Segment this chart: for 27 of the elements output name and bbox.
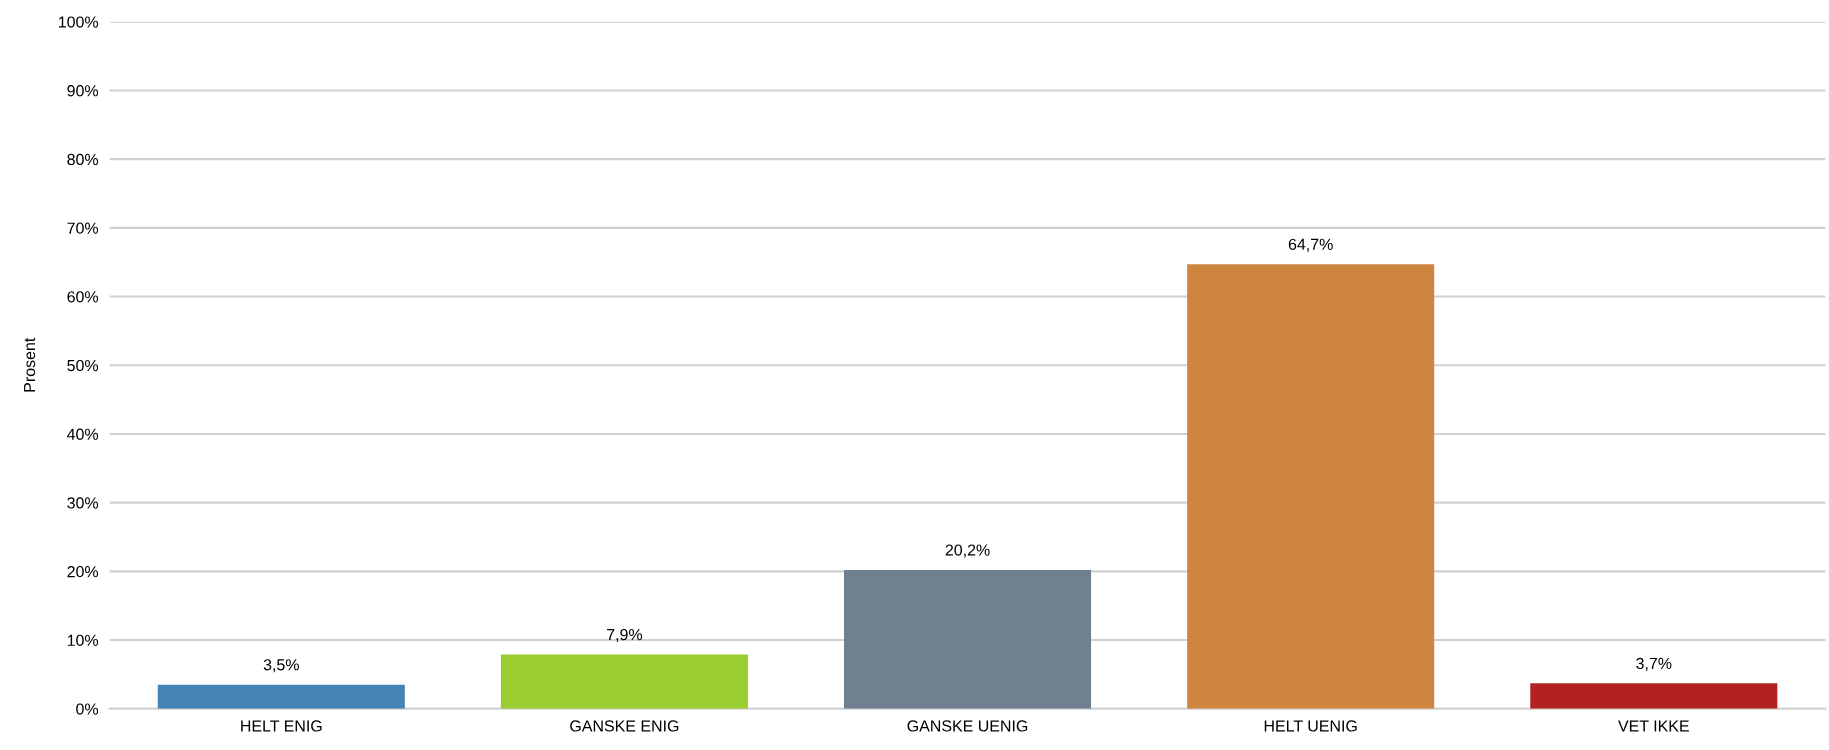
data-label: 7,9% [607,628,643,643]
x-tick-label: HELT UENIG [1264,720,1357,732]
x-tick-label: GANSKE UENIG [907,720,1028,732]
data-label: 20,2% [945,544,990,558]
bar [157,684,405,709]
y-tick-label: 20% [67,565,99,578]
x-tick-label: GANSKE ENIG [570,720,679,732]
y-tick-label: 60% [67,291,99,303]
y-tick-label: 40% [67,428,99,440]
y-axis-title: Prosent [24,337,36,392]
bar [1530,683,1778,709]
data-label: 3,5% [263,659,299,673]
x-tick-label: VET IKKE [1618,720,1689,732]
bar [1187,264,1435,709]
y-tick-label: 80% [67,153,99,166]
data-label: 3,7% [1636,657,1672,671]
bar [500,654,748,709]
y-tick-label: 50% [67,359,99,372]
x-tick-label: HELT ENIG [241,720,322,732]
data-label: 64,7% [1288,238,1333,252]
y-tick-label: 10% [67,634,99,646]
y-tick-label: 90% [67,85,99,97]
y-tick-label: 0% [76,703,99,715]
y-tick-label: 30% [67,497,99,509]
y-tick-label: 100% [59,16,99,28]
bar [844,569,1092,709]
y-tick-label: 70% [67,222,99,234]
